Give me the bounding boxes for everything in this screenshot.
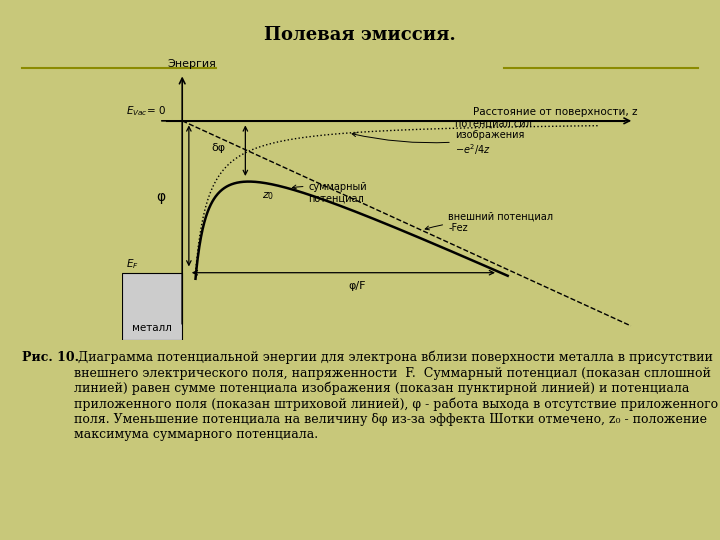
- Text: φ/F: φ/F: [348, 281, 366, 291]
- Text: внешний потенциал
-Fez: внешний потенциал -Fez: [426, 211, 553, 233]
- Text: металл: металл: [132, 323, 172, 333]
- Text: Энергия: Энергия: [168, 58, 217, 69]
- Bar: [122, 273, 182, 340]
- Text: Расстояние от поверхности, z: Расстояние от поверхности, z: [473, 107, 637, 117]
- Text: Полевая эмиссия.: Полевая эмиссия.: [264, 26, 456, 44]
- Text: $E_{Vac}$= 0: $E_{Vac}$= 0: [126, 104, 166, 118]
- Text: φ: φ: [156, 190, 166, 204]
- Text: δφ: δφ: [211, 143, 225, 153]
- Text: суммарный
потенциал: суммарный потенциал: [292, 181, 367, 203]
- Text: $E_F$: $E_F$: [126, 257, 138, 271]
- Text: Рис. 10.: Рис. 10.: [22, 351, 78, 364]
- Text: $z_0$: $z_0$: [262, 190, 274, 202]
- Text: Диаграмма потенциальной энергии для электрона вблизи поверхности металла в прису: Диаграмма потенциальной энергии для элек…: [73, 351, 718, 441]
- Text: потенциал сил
изображения
$-e^2/4z$: потенциал сил изображения $-e^2/4z$: [352, 118, 531, 157]
